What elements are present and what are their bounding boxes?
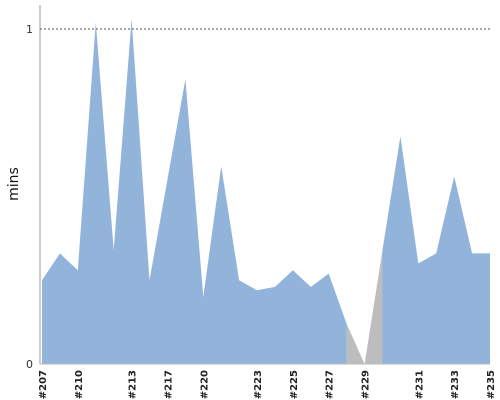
failed-area [346, 250, 383, 364]
x-tick-label: #217 [163, 370, 174, 399]
y-axis-label: mins [6, 167, 22, 201]
x-tick-label: #207 [38, 370, 49, 399]
x-tick-label: #235 [486, 370, 497, 399]
x-tick-label: #210 [74, 370, 85, 399]
x-tick-label: #233 [450, 370, 461, 399]
x-tick-label: #220 [199, 370, 210, 399]
x-tick-label: #223 [253, 370, 264, 399]
x-tick-label: #227 [325, 370, 336, 399]
x-tick-label: #231 [414, 370, 425, 399]
duration-area-2 [382, 136, 490, 364]
x-tick-labels: #207 #210 #213 #217 #220 #223 #225 #227 #229 #231… [38, 370, 497, 399]
y-tick-label-1: 1 [26, 23, 33, 36]
x-tick-label: #229 [361, 370, 372, 399]
duration-area-1 [42, 18, 347, 365]
plot-area [42, 18, 490, 365]
y-tick-label-0: 0 [26, 358, 33, 371]
x-tick-label: #213 [128, 370, 139, 399]
x-tick-label: #225 [289, 370, 300, 399]
